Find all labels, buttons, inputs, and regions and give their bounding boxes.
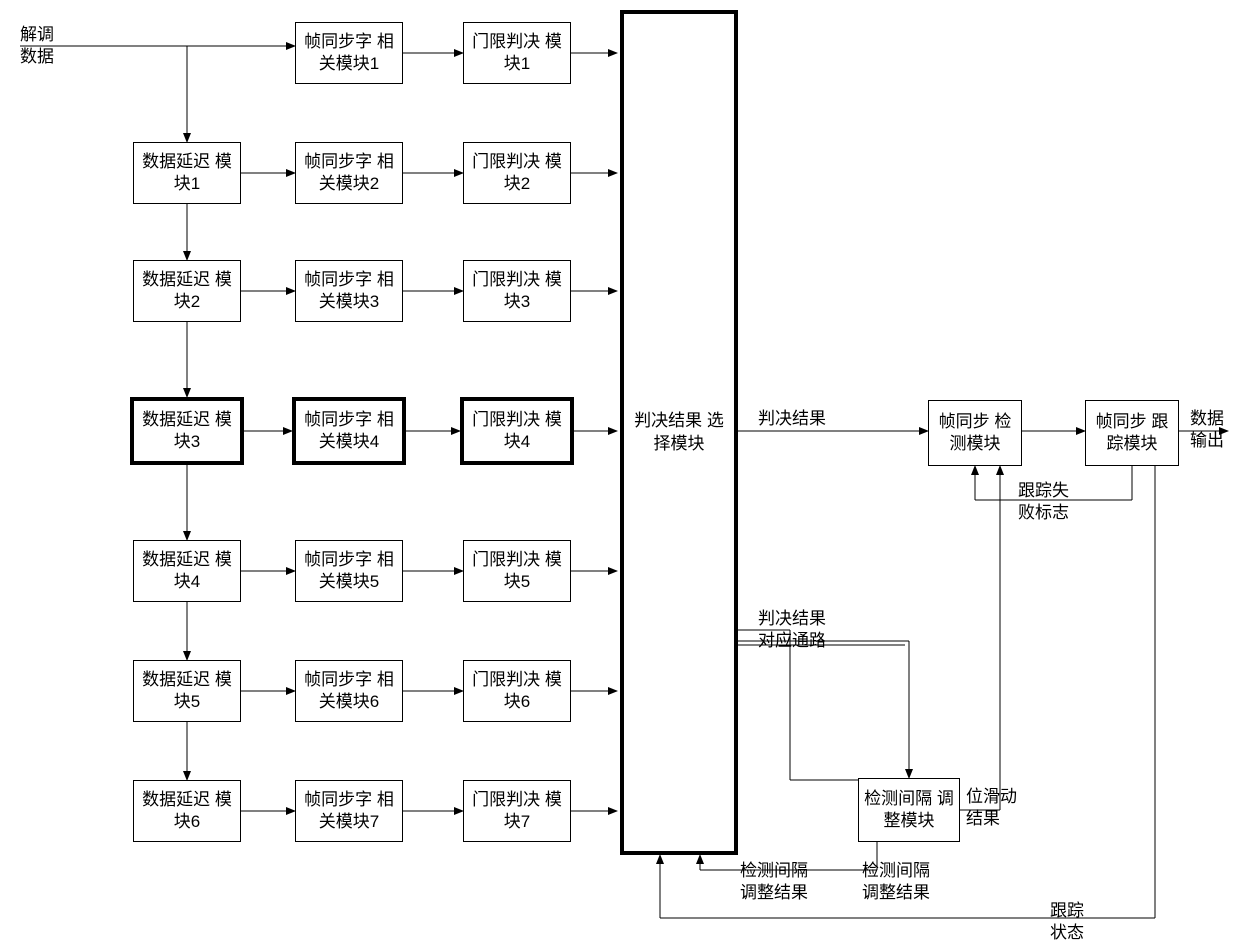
input-label: 解调 数据 [20,24,54,68]
thresh-module-1: 门限判决 模块1 [463,22,571,84]
edge-track-fail: 跟踪失 败标志 [1018,480,1069,524]
thresh-module-4: 门限判决 模块4 [460,397,574,465]
output-label: 数据 输出 [1190,408,1224,452]
result-selector: 判决结果 选择模块 [620,10,738,855]
corr-module-7: 帧同步字 相关模块7 [295,780,403,842]
edge-interval-result-1: 检测间隔 调整结果 [740,860,808,904]
corr-module-4: 帧同步字 相关模块4 [292,397,406,465]
corr-module-1: 帧同步字 相关模块1 [295,22,403,84]
edge-result: 判决结果 [758,408,826,430]
interval-adjust: 检测间隔 调整模块 [858,778,960,842]
thresh-module-3: 门限判决 模块3 [463,260,571,322]
edge-result-path: 判决结果 对应通路 [758,608,826,652]
edge-bit-slip: 位滑动 结果 [966,786,1017,830]
corr-module-3: 帧同步字 相关模块3 [295,260,403,322]
corr-module-6: 帧同步字 相关模块6 [295,660,403,722]
frame-sync-track: 帧同步 跟踪模块 [1085,400,1179,466]
edge-interval-result-2: 检测间隔 调整结果 [862,860,930,904]
thresh-module-6: 门限判决 模块6 [463,660,571,722]
delay-module-6: 数据延迟 模块6 [133,780,241,842]
thresh-module-2: 门限判决 模块2 [463,142,571,204]
delay-module-2: 数据延迟 模块2 [133,260,241,322]
delay-module-3: 数据延迟 模块3 [130,397,244,465]
delay-module-4: 数据延迟 模块4 [133,540,241,602]
delay-module-1: 数据延迟 模块1 [133,142,241,204]
corr-module-2: 帧同步字 相关模块2 [295,142,403,204]
thresh-module-5: 门限判决 模块5 [463,540,571,602]
corr-module-5: 帧同步字 相关模块5 [295,540,403,602]
thresh-module-7: 门限判决 模块7 [463,780,571,842]
delay-module-5: 数据延迟 模块5 [133,660,241,722]
edge-track-state: 跟踪 状态 [1050,900,1084,944]
frame-sync-detect: 帧同步 检测模块 [928,400,1022,466]
